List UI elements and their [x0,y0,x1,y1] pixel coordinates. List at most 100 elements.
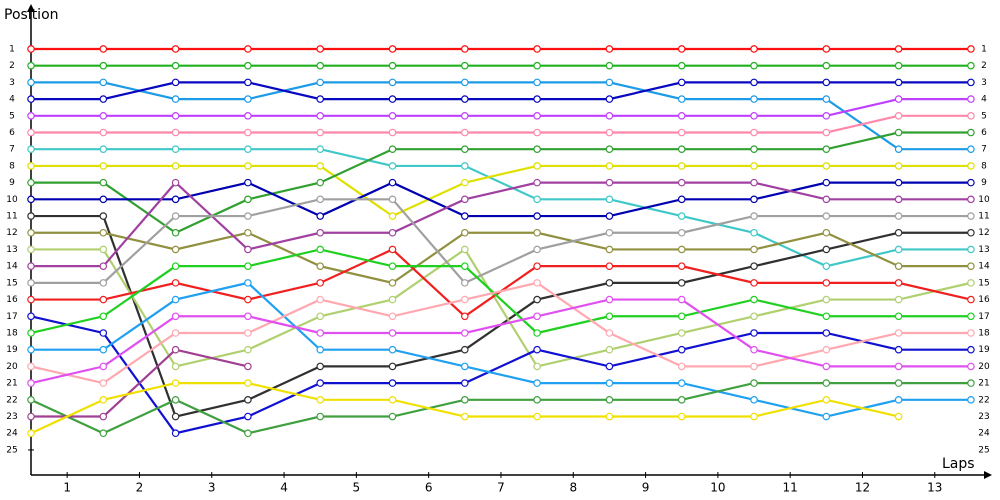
point [967,111,975,120]
point [461,61,469,70]
point [244,145,252,154]
point [894,245,903,254]
point [316,412,325,421]
y-tick-label: 22 [6,395,17,405]
point [677,362,686,371]
point [822,78,831,87]
point [99,95,108,103]
point [99,312,108,321]
y-tick-label-right: 14 [978,262,990,272]
point [244,329,252,337]
point [894,262,903,270]
point [244,295,252,304]
point [750,295,758,304]
point [316,345,325,354]
series-line [31,81,971,151]
point [461,45,469,53]
point [967,379,975,387]
point [533,162,541,170]
point [967,245,975,254]
point [171,145,180,154]
point [750,312,758,321]
point [27,362,35,371]
point [388,396,397,404]
point [677,45,686,53]
point [894,78,903,87]
point [27,145,35,154]
point [316,312,325,321]
point [605,262,614,270]
point [894,362,903,371]
y-tick-label-right: 2 [981,61,987,71]
point [27,429,35,438]
point [171,61,180,70]
point [244,111,252,120]
point [244,345,252,354]
y-tick-label-right: 15 [978,278,989,288]
point [244,45,252,53]
point [99,429,108,438]
point [822,379,831,387]
point [461,279,469,287]
point [750,78,758,87]
point [99,212,108,220]
point [461,379,469,387]
point [677,195,686,204]
point [171,262,180,270]
point [244,279,252,287]
point [244,262,252,270]
point [605,379,614,387]
point [967,45,975,53]
point [244,95,252,103]
point [316,45,325,53]
point [822,195,831,204]
point [605,78,614,87]
y-tick-label: 9 [9,178,15,188]
point [388,178,397,187]
point [388,329,397,337]
y-tick-label: 10 [6,195,18,205]
y-tick-label: 8 [9,161,15,171]
point [461,362,469,371]
point [461,396,469,404]
point [388,228,397,237]
x-tick-label: 8 [569,481,577,495]
point [677,412,686,421]
point [605,362,614,371]
point [967,228,975,237]
y-tick-label-right: 4 [981,95,987,105]
point [894,396,903,404]
point [677,379,686,387]
point [750,412,758,421]
y-tick-label: 16 [6,295,18,305]
point [967,195,975,204]
point [388,45,397,53]
point [244,362,252,371]
point [99,379,108,387]
y-tick-label: 14 [6,262,18,272]
y-tick-label-right: 1 [981,44,987,54]
point [677,329,686,337]
point [533,178,541,187]
point [27,295,35,304]
point [677,245,686,254]
point [967,61,975,70]
point [967,162,975,170]
y-tick-label: 6 [9,128,15,138]
point [316,396,325,404]
point [750,245,758,254]
y-arrow [27,4,35,12]
point [894,329,903,337]
point [822,279,831,287]
point [316,279,325,287]
point [244,212,252,220]
point [461,195,469,204]
point [677,212,686,220]
point [171,212,180,220]
y-tick-label-right: 20 [978,362,990,372]
y-tick-label-right: 6 [981,128,987,138]
point [533,128,541,137]
point [388,195,397,204]
point [461,212,469,220]
point [316,195,325,204]
